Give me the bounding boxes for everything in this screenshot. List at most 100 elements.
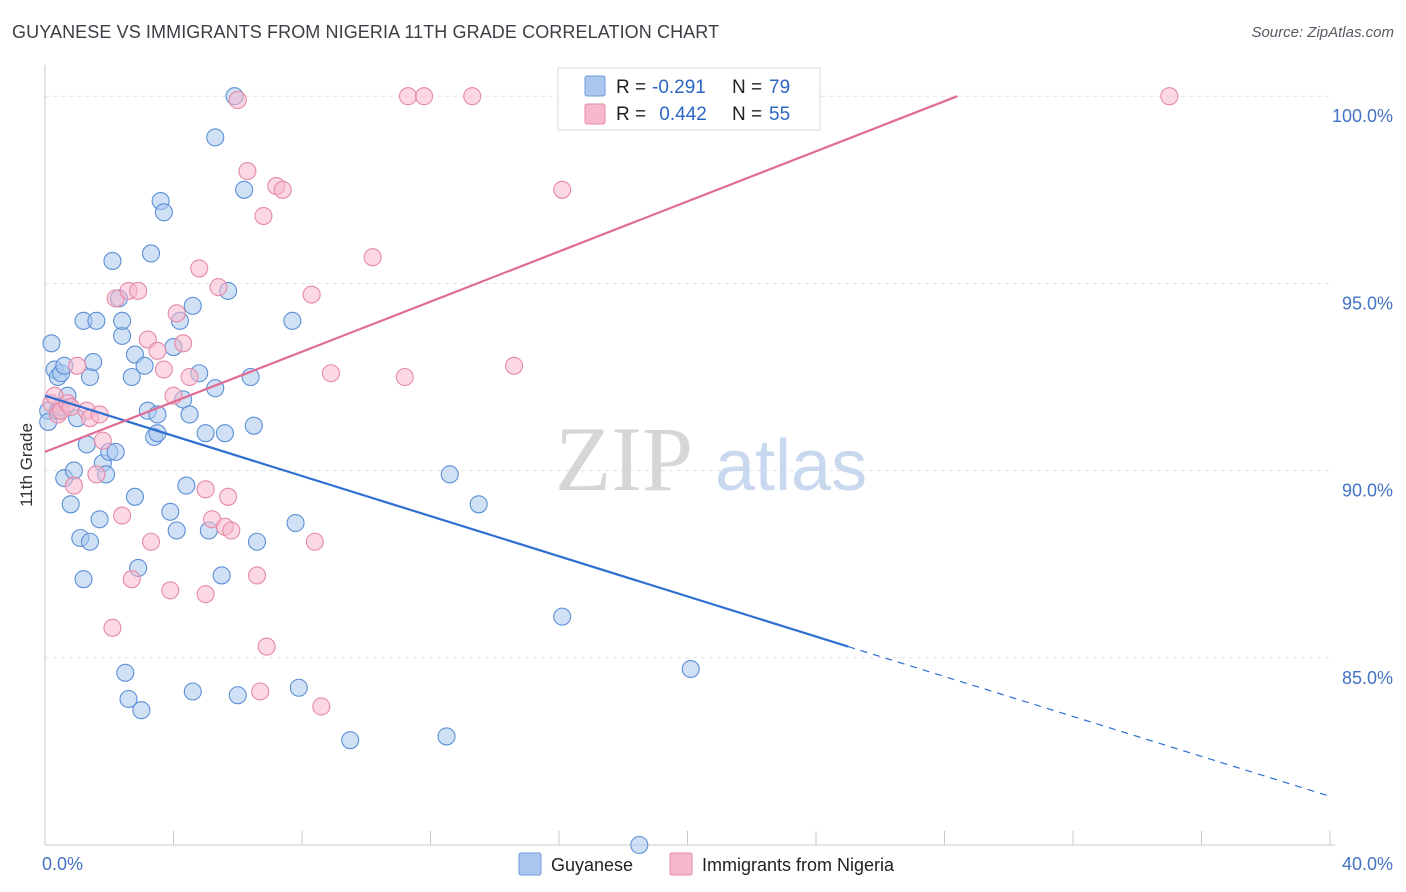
legend-swatch-nigeria bbox=[584, 103, 606, 125]
point-nigeria-32 bbox=[209, 278, 228, 297]
point-guyanese-37 bbox=[132, 701, 151, 720]
point-nigeria-52 bbox=[463, 87, 482, 106]
point-guyanese-72 bbox=[341, 731, 360, 750]
point-guyanese-35 bbox=[125, 487, 144, 506]
point-nigeria-21 bbox=[148, 341, 167, 360]
data-points bbox=[39, 87, 1179, 855]
point-guyanese-18 bbox=[80, 532, 100, 551]
point-guyanese-26 bbox=[103, 251, 122, 270]
point-nigeria-17 bbox=[122, 570, 141, 589]
axes bbox=[44, 65, 1335, 846]
point-nigeria-47 bbox=[321, 364, 340, 383]
point-nigeria-29 bbox=[196, 480, 215, 499]
point-nigeria-27 bbox=[180, 367, 199, 387]
bottom-legend-swatch-guyanese bbox=[518, 852, 542, 876]
y-tick-label-3: 85.0% bbox=[1342, 668, 1393, 688]
legend-swatch-guyanese bbox=[584, 75, 606, 97]
point-nigeria-6 bbox=[64, 476, 83, 495]
point-nigeria-20 bbox=[141, 532, 161, 551]
point-guyanese-46 bbox=[161, 502, 180, 521]
point-guyanese-48 bbox=[167, 521, 186, 540]
point-guyanese-71 bbox=[289, 678, 308, 697]
point-nigeria-51 bbox=[415, 87, 434, 106]
point-nigeria-54 bbox=[553, 180, 572, 199]
point-guyanese-68 bbox=[247, 532, 267, 551]
point-nigeria-53 bbox=[504, 356, 524, 375]
legend-n-label-2: N = bbox=[732, 104, 762, 125]
point-guyanese-74 bbox=[440, 465, 459, 484]
point-guyanese-67 bbox=[244, 416, 263, 435]
y-tick-label-1: 95.0% bbox=[1342, 293, 1393, 313]
point-guyanese-27 bbox=[106, 442, 125, 461]
trend-lines bbox=[44, 95, 1331, 797]
legend-n-value-2: 55 bbox=[769, 104, 790, 125]
point-nigeria-44 bbox=[302, 285, 321, 304]
point-nigeria-25 bbox=[167, 304, 186, 323]
point-guyanese-60 bbox=[212, 566, 231, 585]
point-guyanese-54 bbox=[183, 682, 202, 701]
point-guyanese-69 bbox=[283, 311, 302, 330]
point-guyanese-22 bbox=[90, 510, 109, 529]
point-guyanese-21 bbox=[87, 311, 106, 330]
legend-r-value-1: -0.291 bbox=[652, 77, 706, 98]
point-guyanese-64 bbox=[228, 686, 247, 705]
y-tick-label-0: 100.0% bbox=[1332, 106, 1393, 126]
point-nigeria-55 bbox=[1160, 87, 1179, 106]
point-nigeria-28 bbox=[190, 259, 209, 278]
trend-line-guyanese-extension bbox=[847, 645, 1331, 797]
trend-line-nigeria bbox=[44, 95, 958, 453]
point-nigeria-22 bbox=[154, 360, 173, 379]
y-axis-label: 11th Grade bbox=[17, 423, 36, 507]
point-nigeria-49 bbox=[395, 367, 414, 387]
point-guyanese-16 bbox=[74, 570, 93, 589]
point-guyanese-20 bbox=[84, 352, 103, 372]
point-guyanese-45 bbox=[154, 203, 173, 222]
point-guyanese-53 bbox=[183, 296, 202, 315]
point-nigeria-15 bbox=[113, 506, 132, 525]
legend-n-label-1: N = bbox=[732, 77, 762, 98]
point-guyanese-33 bbox=[122, 367, 141, 387]
point-nigeria-23 bbox=[161, 581, 180, 600]
point-nigeria-41 bbox=[257, 637, 276, 656]
tick-labels: 100.0% 95.0% 90.0% 85.0% 0.0% 40.0% bbox=[42, 106, 1393, 874]
point-nigeria-36 bbox=[228, 90, 247, 110]
point-nigeria-46 bbox=[312, 697, 331, 716]
point-nigeria-10 bbox=[87, 465, 106, 484]
point-nigeria-7 bbox=[68, 356, 87, 375]
watermark: ZIP atlas bbox=[555, 408, 867, 510]
point-guyanese-56 bbox=[196, 424, 215, 443]
point-nigeria-35 bbox=[222, 521, 241, 540]
point-nigeria-45 bbox=[305, 532, 324, 551]
point-nigeria-30 bbox=[196, 585, 215, 604]
point-nigeria-50 bbox=[398, 87, 418, 106]
x-tick-label-1: 40.0% bbox=[1342, 854, 1393, 874]
bottom-legend-swatch-nigeria bbox=[669, 852, 693, 876]
chart-title: GUYANESE VS IMMIGRANTS FROM NIGERIA 11TH… bbox=[12, 22, 720, 42]
point-guyanese-40 bbox=[141, 244, 161, 263]
point-guyanese-73 bbox=[437, 727, 456, 746]
point-guyanese-65 bbox=[235, 180, 254, 199]
point-guyanese-61 bbox=[215, 424, 234, 443]
point-guyanese-75 bbox=[469, 495, 488, 514]
x-tick-label-0: 0.0% bbox=[42, 854, 83, 874]
legend-r-value-2: 0.442 bbox=[654, 104, 707, 125]
legend: R = -0.291 N = 79 R = 0.442 N = 55 bbox=[557, 67, 821, 131]
legend-n-value-1: 79 bbox=[769, 77, 790, 98]
point-nigeria-43 bbox=[273, 180, 292, 199]
point-nigeria-26 bbox=[174, 334, 193, 353]
legend-r-label-1: R = bbox=[616, 77, 646, 98]
point-guyanese-52 bbox=[180, 405, 199, 424]
point-guyanese-31 bbox=[116, 663, 135, 682]
legend-r-label-2: R = bbox=[616, 104, 646, 125]
bottom-legend: Guyanese Immigrants from Nigeria bbox=[518, 852, 895, 876]
watermark-zip: ZIP bbox=[555, 408, 693, 510]
point-guyanese-2 bbox=[42, 334, 61, 353]
point-nigeria-12 bbox=[93, 431, 112, 450]
point-nigeria-34 bbox=[219, 487, 238, 506]
point-nigeria-38 bbox=[247, 566, 267, 585]
point-guyanese-70 bbox=[286, 513, 305, 533]
point-nigeria-37 bbox=[238, 162, 257, 181]
point-guyanese-51 bbox=[177, 476, 196, 495]
watermark-atlas: atlas bbox=[715, 426, 867, 506]
